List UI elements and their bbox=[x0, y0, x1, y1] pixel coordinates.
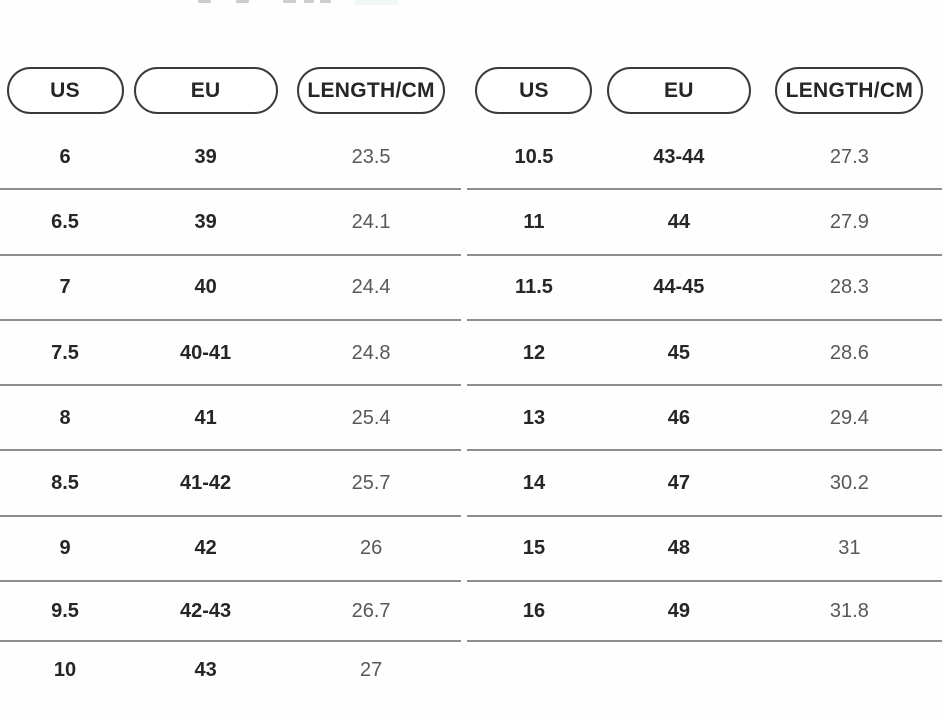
length-cm-value: 26.7 bbox=[351, 600, 391, 623]
us-size-value: 6.5 bbox=[51, 210, 79, 233]
table-row: 13 46 29.4 bbox=[467, 386, 942, 452]
us-size-value: 6 bbox=[59, 145, 71, 168]
table-row: 7.5 40-41 24.8 bbox=[0, 321, 461, 387]
us-size-value: 7 bbox=[59, 276, 71, 299]
eu-size-value: 48 bbox=[667, 537, 690, 560]
table-row: 10 43 27 bbox=[0, 642, 461, 698]
eu-size-value: 47 bbox=[667, 472, 690, 495]
cropped-text-fragment bbox=[236, 0, 249, 3]
length-cm-value: 31 bbox=[838, 537, 861, 560]
table-row: 16 49 31.8 bbox=[467, 582, 942, 643]
table-row: 9 42 26 bbox=[0, 517, 461, 583]
column-header-pill-eu: EU bbox=[133, 67, 278, 114]
eu-size-value: 45 bbox=[667, 341, 690, 364]
length-cm-value: 24.8 bbox=[351, 341, 391, 364]
eu-size-value: 41-42 bbox=[180, 472, 232, 495]
table-row: 9.5 42-43 26.7 bbox=[0, 582, 461, 643]
length-cm-value: 24.1 bbox=[351, 210, 391, 233]
table-row: 11.5 44-45 28.3 bbox=[467, 256, 942, 321]
size-tables-container: US EU LENGTH/CM 6 39 23.5 6.5 39 24.1 7 … bbox=[0, 0, 942, 698]
cropped-highlight-fragment bbox=[355, 0, 398, 5]
us-size-value: 9.5 bbox=[51, 600, 79, 623]
table-row: 7 40 24.4 bbox=[0, 256, 461, 321]
table-row: 10.5 43-44 27.3 bbox=[467, 125, 942, 191]
table-row: 12 45 28.6 bbox=[467, 321, 942, 387]
table-row: 14 47 30.2 bbox=[467, 451, 942, 517]
length-cm-value: 31.8 bbox=[829, 600, 869, 623]
table-row: 6.5 39 24.1 bbox=[0, 190, 461, 256]
length-cm-value: 24.4 bbox=[351, 276, 391, 299]
length-cm-value: 28.6 bbox=[829, 341, 869, 364]
us-size-value: 12 bbox=[522, 341, 546, 364]
us-size-value: 11.5 bbox=[515, 276, 553, 299]
eu-size-value: 40-41 bbox=[180, 341, 232, 364]
us-size-value: 11 bbox=[523, 210, 545, 233]
us-size-value: 13 bbox=[522, 406, 546, 429]
size-table-right: US EU LENGTH/CM 10.5 43-44 27.3 11 44 27… bbox=[467, 0, 942, 698]
cropped-text-fragment bbox=[304, 0, 314, 3]
length-cm-value: 30.2 bbox=[829, 472, 869, 495]
eu-size-value: 49 bbox=[667, 600, 690, 623]
cropped-top-content bbox=[0, 0, 942, 6]
length-cm-value: 27.9 bbox=[829, 210, 869, 233]
length-cm-value: 29.4 bbox=[829, 406, 869, 429]
length-cm-value: 25.4 bbox=[351, 406, 391, 429]
table-header-row: US EU LENGTH/CM bbox=[0, 0, 461, 125]
eu-size-value: 40 bbox=[194, 276, 217, 299]
eu-size-value: 39 bbox=[194, 145, 217, 168]
eu-size-value: 42-43 bbox=[180, 600, 232, 623]
column-header-pill-us: US bbox=[475, 67, 593, 114]
eu-size-value: 41 bbox=[194, 406, 217, 429]
table-header-row: US EU LENGTH/CM bbox=[467, 0, 942, 125]
column-header-pill-us: US bbox=[6, 67, 124, 114]
us-size-value: 16 bbox=[522, 600, 546, 623]
eu-size-value: 46 bbox=[667, 406, 690, 429]
eu-size-value: 43-44 bbox=[653, 145, 705, 168]
table-row: 8.5 41-42 25.7 bbox=[0, 451, 461, 517]
eu-size-value: 43 bbox=[194, 659, 217, 682]
length-cm-value: 27 bbox=[359, 659, 383, 682]
length-cm-value: 27.3 bbox=[829, 145, 869, 168]
table-row: 15 48 31 bbox=[467, 517, 942, 583]
length-cm-value: 23.5 bbox=[351, 145, 391, 168]
table-row: 11 44 27.9 bbox=[467, 190, 942, 256]
eu-size-value: 44-45 bbox=[653, 276, 705, 299]
us-size-value: 10 bbox=[53, 659, 77, 682]
eu-size-value: 42 bbox=[194, 537, 217, 560]
size-table-left: US EU LENGTH/CM 6 39 23.5 6.5 39 24.1 7 … bbox=[0, 0, 461, 698]
us-size-value: 15 bbox=[522, 537, 546, 560]
us-size-value: 10.5 bbox=[514, 145, 554, 168]
eu-size-value: 44 bbox=[667, 210, 690, 233]
column-header-pill-eu: EU bbox=[606, 67, 751, 114]
us-size-value: 8 bbox=[59, 406, 71, 429]
column-header-pill-length: LENGTH/CM bbox=[775, 67, 924, 114]
cropped-text-fragment bbox=[320, 0, 331, 3]
eu-size-value: 39 bbox=[194, 210, 217, 233]
us-size-value: 9 bbox=[59, 537, 71, 560]
us-size-value: 8.5 bbox=[51, 472, 79, 495]
us-size-value: 14 bbox=[522, 472, 546, 495]
cropped-text-fragment bbox=[283, 0, 296, 3]
us-size-value: 7.5 bbox=[51, 341, 79, 364]
table-row: 8 41 25.4 bbox=[0, 386, 461, 452]
length-cm-value: 26 bbox=[359, 537, 383, 560]
column-header-pill-length: LENGTH/CM bbox=[297, 67, 446, 114]
cropped-text-fragment bbox=[198, 0, 211, 3]
length-cm-value: 28.3 bbox=[829, 276, 869, 299]
table-row: 6 39 23.5 bbox=[0, 125, 461, 191]
length-cm-value: 25.7 bbox=[351, 472, 391, 495]
